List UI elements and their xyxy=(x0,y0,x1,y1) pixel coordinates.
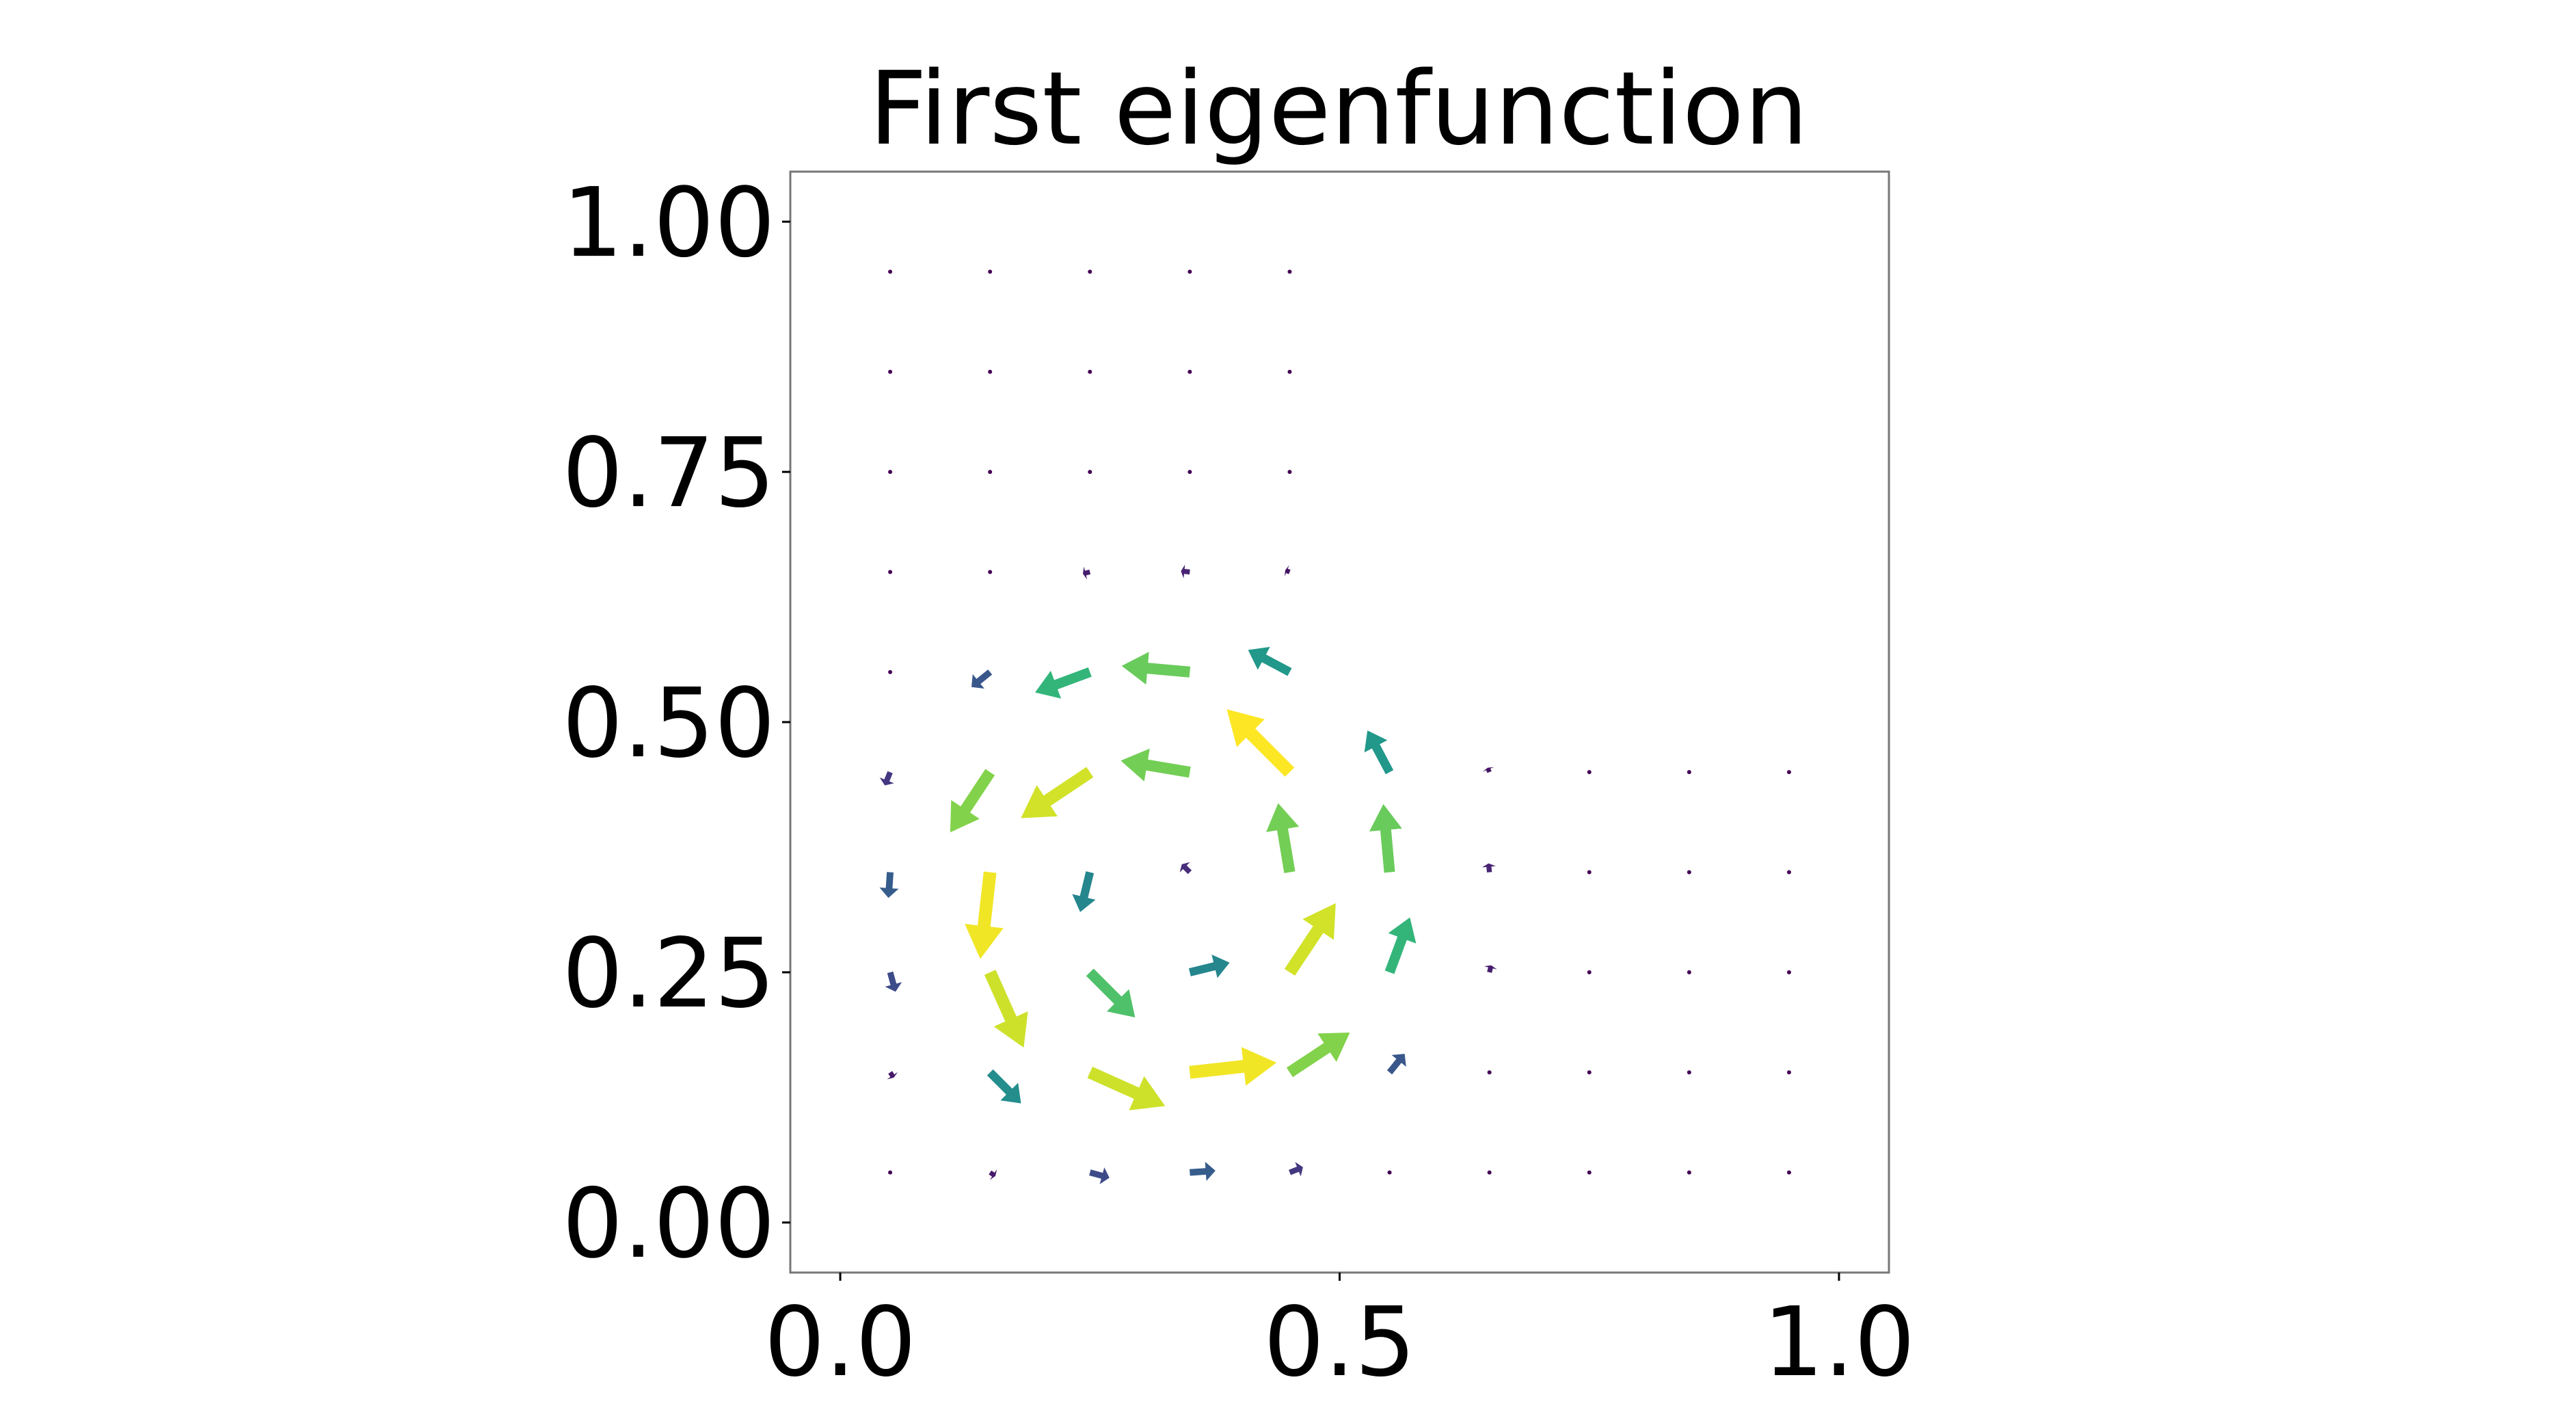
arrow xyxy=(1687,1070,1691,1075)
arrow xyxy=(1285,565,1291,577)
arrow xyxy=(1248,647,1292,676)
arrow xyxy=(1786,1170,1791,1175)
arrow xyxy=(879,771,894,786)
arrow xyxy=(1188,955,1230,979)
arrow xyxy=(1786,1070,1791,1075)
arrow xyxy=(1287,470,1292,475)
arrow xyxy=(1188,269,1192,274)
arrow xyxy=(1487,1170,1492,1175)
arrow xyxy=(1088,269,1092,274)
arrow xyxy=(887,1071,898,1080)
y-tick-label: 0.75 xyxy=(562,418,775,529)
arrow xyxy=(1190,1162,1216,1181)
arrow xyxy=(1188,470,1192,475)
arrow xyxy=(1687,870,1691,875)
arrow xyxy=(1121,652,1191,685)
arrow xyxy=(988,269,993,274)
arrow xyxy=(1386,1054,1406,1075)
arrow xyxy=(1072,871,1096,912)
axes-frame xyxy=(789,170,1890,1274)
arrow xyxy=(950,769,995,833)
arrow xyxy=(1587,970,1592,974)
y-tick-label: 0.50 xyxy=(562,668,775,780)
arrow xyxy=(1179,862,1192,875)
arrow xyxy=(888,470,893,475)
arrow xyxy=(1035,667,1092,699)
arrow xyxy=(888,369,893,374)
y-tick-label: 1.00 xyxy=(562,168,775,279)
arrow xyxy=(1082,566,1091,580)
arrow xyxy=(1384,917,1417,974)
arrow xyxy=(1786,770,1791,775)
arrow xyxy=(987,1069,1021,1104)
x-tick-label: 0.5 xyxy=(1263,1287,1416,1398)
arrow xyxy=(1289,1162,1303,1177)
arrow xyxy=(1021,767,1094,819)
arrow xyxy=(1587,870,1592,875)
x-tick-label: 1.0 xyxy=(1763,1287,1916,1398)
arrow xyxy=(1587,1070,1592,1075)
arrow xyxy=(1089,1167,1110,1184)
arrow xyxy=(1287,369,1292,374)
arrow xyxy=(1687,970,1691,974)
arrow xyxy=(1226,709,1295,777)
arrow xyxy=(1487,1070,1492,1075)
arrow xyxy=(1687,1170,1691,1175)
y-tick-label: 0.00 xyxy=(562,1169,775,1280)
arrow xyxy=(1087,1067,1166,1110)
arrow xyxy=(1088,470,1092,475)
arrow xyxy=(1287,269,1292,274)
x-tick-label: 0.0 xyxy=(764,1287,917,1398)
arrow xyxy=(984,970,1028,1048)
arrow xyxy=(1587,1170,1592,1175)
chart-title: First eigenfunction xyxy=(869,50,1808,168)
arrow xyxy=(1086,968,1136,1017)
arrow xyxy=(1088,369,1092,374)
arrow xyxy=(971,669,993,689)
arrow xyxy=(1284,903,1336,976)
y-tick-label: 0.25 xyxy=(562,918,775,1030)
arrow xyxy=(888,1170,893,1175)
arrow xyxy=(988,570,993,574)
arrow xyxy=(1121,748,1191,782)
arrow xyxy=(888,269,893,274)
arrow xyxy=(1587,770,1592,775)
arrow xyxy=(1687,770,1691,775)
arrow xyxy=(1266,803,1300,873)
arrow xyxy=(1369,803,1402,873)
arrow xyxy=(1786,970,1791,974)
arrow xyxy=(888,570,893,574)
arrow xyxy=(1188,369,1192,374)
arrow xyxy=(1387,1170,1392,1175)
arrow xyxy=(1482,767,1494,773)
arrow xyxy=(1189,1047,1277,1086)
arrow xyxy=(1286,1033,1350,1078)
arrow xyxy=(888,669,893,674)
arrow xyxy=(885,971,902,992)
arrow xyxy=(1181,564,1190,578)
arrow xyxy=(879,872,899,899)
arrow xyxy=(965,871,1004,959)
arrow xyxy=(1364,730,1394,775)
arrow xyxy=(1786,870,1791,875)
arrow xyxy=(1481,863,1496,873)
arrow xyxy=(988,369,993,374)
arrow xyxy=(989,1169,997,1180)
arrow xyxy=(988,470,993,475)
arrow xyxy=(1484,965,1497,973)
